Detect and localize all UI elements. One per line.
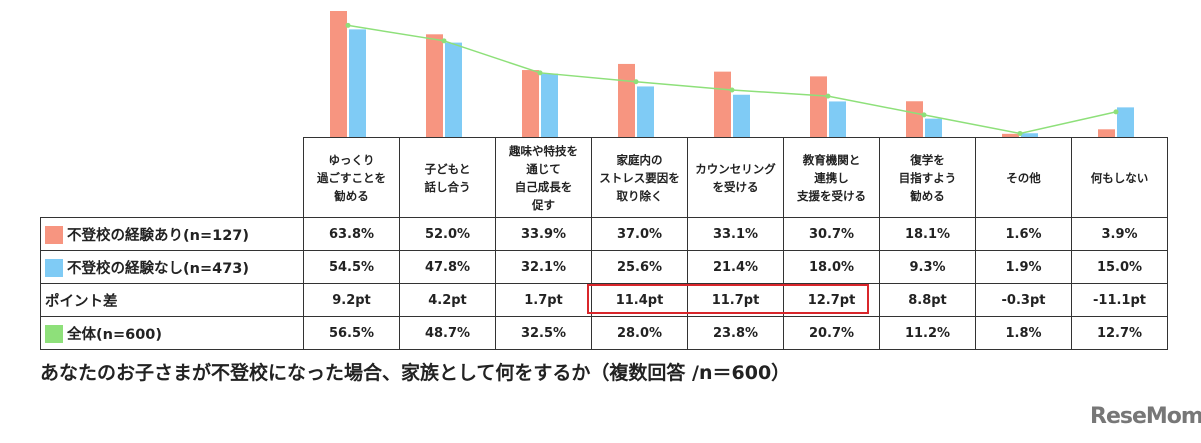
- table-row: 不登校の経験あり(n=127) 63.8% 52.0% 33.9% 37.0% 33.1%…: [40, 217, 1168, 251]
- row-label: 不登校の経験なし(n=473): [40, 250, 304, 284]
- value-cell: 21.4%: [687, 250, 784, 284]
- bar-experience: [1098, 129, 1115, 137]
- value-cell: 1.9%: [975, 250, 1072, 284]
- point-total: [825, 93, 831, 99]
- chart-title: あなたのお子さまが不登校になった場合、家族として何をするか（複数回答 /n＝60…: [40, 362, 791, 384]
- value-cell: 33.1%: [687, 217, 784, 251]
- value-cell: 11.2%: [879, 316, 976, 350]
- category-label: 教育機関と 連携し 支援を受ける: [783, 137, 880, 218]
- bar-no-experience: [541, 73, 558, 137]
- category-label: 復学を 目指すよう 勧める: [879, 137, 976, 218]
- bar-experience: [618, 63, 635, 137]
- value-cell: 20.7%: [783, 316, 880, 350]
- value-cell: 1.6%: [975, 217, 1072, 251]
- value-cell: 63.8%: [303, 217, 400, 251]
- table-row: ポイント差 9.2pt 4.2pt 1.7pt 11.4pt 11.7pt 12.7pt 8.…: [40, 283, 1168, 317]
- value-cell: 23.8%: [687, 316, 784, 350]
- table-row: 全体(n=600) 56.5% 48.7% 32.5% 28.0% 23.8% 20.7% 1…: [40, 316, 1168, 350]
- bar-experience: [522, 70, 539, 137]
- bar-no-experience: [637, 86, 654, 137]
- legend-swatch: [45, 225, 63, 244]
- value-cell: 8.8pt: [879, 283, 976, 317]
- value-cell: 52.0%: [399, 217, 496, 251]
- value-cell: 32.1%: [495, 250, 592, 284]
- category-label: その他: [975, 137, 1072, 218]
- value-cell: -11.1pt: [1071, 283, 1168, 317]
- line-total: [347, 24, 1117, 135]
- value-cell: 47.8%: [399, 250, 496, 284]
- value-cell: 11.7pt: [687, 283, 784, 317]
- bar-chart: [330, 11, 1134, 137]
- bar-experience: [1002, 133, 1019, 137]
- value-cell: 9.3%: [879, 250, 976, 284]
- bar-no-experience: [1117, 107, 1134, 137]
- bar-experience: [714, 71, 731, 137]
- table-row: 不登校の経験なし(n=473) 54.5% 47.8% 32.1% 25.6% 21.4%…: [40, 250, 1168, 284]
- value-cell: 25.6%: [591, 250, 688, 284]
- value-cell: 30.7%: [783, 217, 880, 251]
- category-label: 趣味や特技を 通じて 自己成長を 促す: [495, 137, 592, 218]
- row-label: 全体(n=600): [40, 316, 304, 350]
- bar-no-experience: [445, 42, 462, 137]
- value-cell: 33.9%: [495, 217, 592, 251]
- value-cell: 3.9%: [1071, 217, 1168, 251]
- value-cell: 54.5%: [303, 250, 400, 284]
- value-cell: 4.2pt: [399, 283, 496, 317]
- legend-swatch: [45, 258, 63, 277]
- point-total: [729, 87, 735, 93]
- point-total: [1113, 109, 1119, 115]
- category-label: ゆっくり 過ごすことを 勧める: [303, 137, 400, 218]
- value-cell: 15.0%: [1071, 250, 1168, 284]
- value-cell: -0.3pt: [975, 283, 1072, 317]
- data-table: ゆっくり 過ごすことを 勧める 子どもと 話し合う 趣味や特技を 通じて 自己成長を 促す 家庭内…: [40, 137, 1168, 350]
- highlight-box: [587, 284, 869, 314]
- value-cell: 12.7pt: [783, 283, 880, 317]
- category-label: 何もしない: [1071, 137, 1168, 218]
- point-total: [633, 79, 639, 85]
- value-cell: 32.5%: [495, 316, 592, 350]
- value-cell: 48.7%: [399, 316, 496, 350]
- value-cell: 56.5%: [303, 316, 400, 350]
- point-total: [1017, 130, 1023, 136]
- point-total: [441, 38, 447, 44]
- row-label: 不登校の経験あり(n=127): [40, 217, 304, 251]
- bar-no-experience: [925, 118, 942, 137]
- point-total: [345, 22, 351, 28]
- bar-no-experience: [733, 94, 750, 137]
- value-cell: 18.1%: [879, 217, 976, 251]
- legend-swatch: [45, 324, 63, 343]
- bar-no-experience: [1021, 133, 1038, 137]
- row-label: ポイント差: [40, 283, 304, 317]
- value-cell: 18.0%: [783, 250, 880, 284]
- point-total: [537, 70, 543, 76]
- value-cell: 1.8%: [975, 316, 1072, 350]
- value-cell: 1.7pt: [495, 283, 592, 317]
- value-cell: 9.2pt: [303, 283, 400, 317]
- bar-experience: [906, 101, 923, 137]
- point-total: [921, 112, 927, 118]
- value-cell: 11.4pt: [591, 283, 688, 317]
- category-label: カウンセリング を受ける: [687, 137, 784, 218]
- value-cell: 12.7%: [1071, 316, 1168, 350]
- header-row: ゆっくり 過ごすことを 勧める 子どもと 話し合う 趣味や特技を 通じて 自己成長を 促す 家庭内…: [40, 137, 1168, 218]
- bar-no-experience: [829, 101, 846, 137]
- value-cell: 37.0%: [591, 217, 688, 251]
- bar-no-experience: [349, 29, 366, 137]
- category-label: 家庭内の ストレス要因を 取り除く: [591, 137, 688, 218]
- resemom-logo: ReseMom: [1090, 404, 1201, 429]
- category-label: 子どもと 話し合う: [399, 137, 496, 218]
- bar-experience: [810, 76, 827, 137]
- bar-experience: [330, 11, 347, 137]
- bar-experience: [426, 34, 443, 137]
- value-cell: 28.0%: [591, 316, 688, 350]
